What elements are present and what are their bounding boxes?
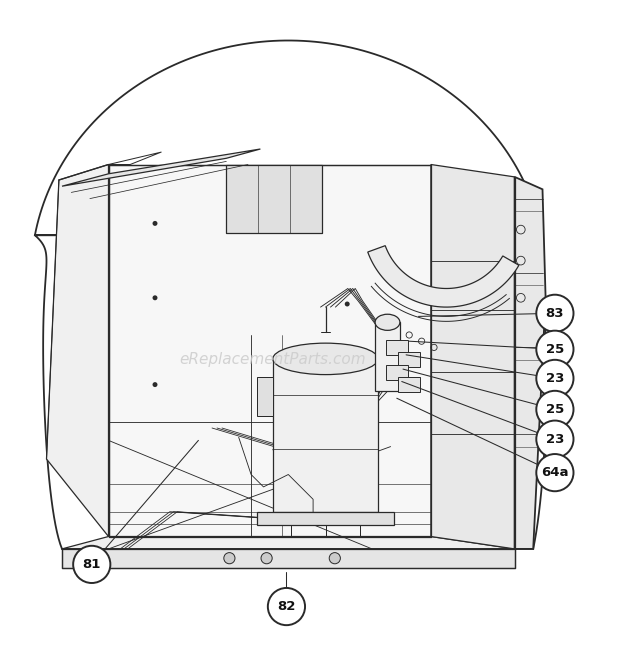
Ellipse shape [375,314,400,330]
Circle shape [153,295,157,300]
Text: 25: 25 [546,403,564,416]
Circle shape [345,302,350,306]
Polygon shape [386,364,408,380]
Text: 82: 82 [277,600,296,613]
Text: eReplacementParts.com: eReplacementParts.com [179,352,366,367]
Circle shape [536,454,574,491]
Ellipse shape [273,343,378,375]
Circle shape [536,295,574,332]
Text: 23: 23 [546,372,564,385]
Circle shape [224,553,235,563]
Circle shape [329,553,340,563]
Polygon shape [368,246,519,307]
Circle shape [536,421,574,458]
Polygon shape [226,165,322,232]
Polygon shape [257,512,394,525]
Text: 23: 23 [546,433,564,446]
Polygon shape [62,549,515,567]
Polygon shape [386,340,408,355]
Polygon shape [398,377,420,392]
Polygon shape [257,377,273,415]
Circle shape [345,357,350,362]
Polygon shape [273,359,378,512]
Text: 64a: 64a [541,466,569,479]
Circle shape [73,546,110,583]
Polygon shape [46,165,108,537]
Polygon shape [108,165,431,537]
Circle shape [261,553,272,563]
Text: 25: 25 [546,343,564,356]
Polygon shape [398,352,420,367]
Polygon shape [375,322,400,391]
Polygon shape [35,40,546,549]
Circle shape [268,588,305,625]
Polygon shape [62,149,260,186]
Circle shape [536,331,574,368]
Circle shape [536,391,574,428]
Polygon shape [62,537,515,549]
Text: 81: 81 [82,558,101,571]
Circle shape [536,360,574,397]
Circle shape [153,221,157,226]
Polygon shape [515,177,546,549]
Text: 83: 83 [546,307,564,320]
Circle shape [153,382,157,387]
Polygon shape [431,165,515,549]
